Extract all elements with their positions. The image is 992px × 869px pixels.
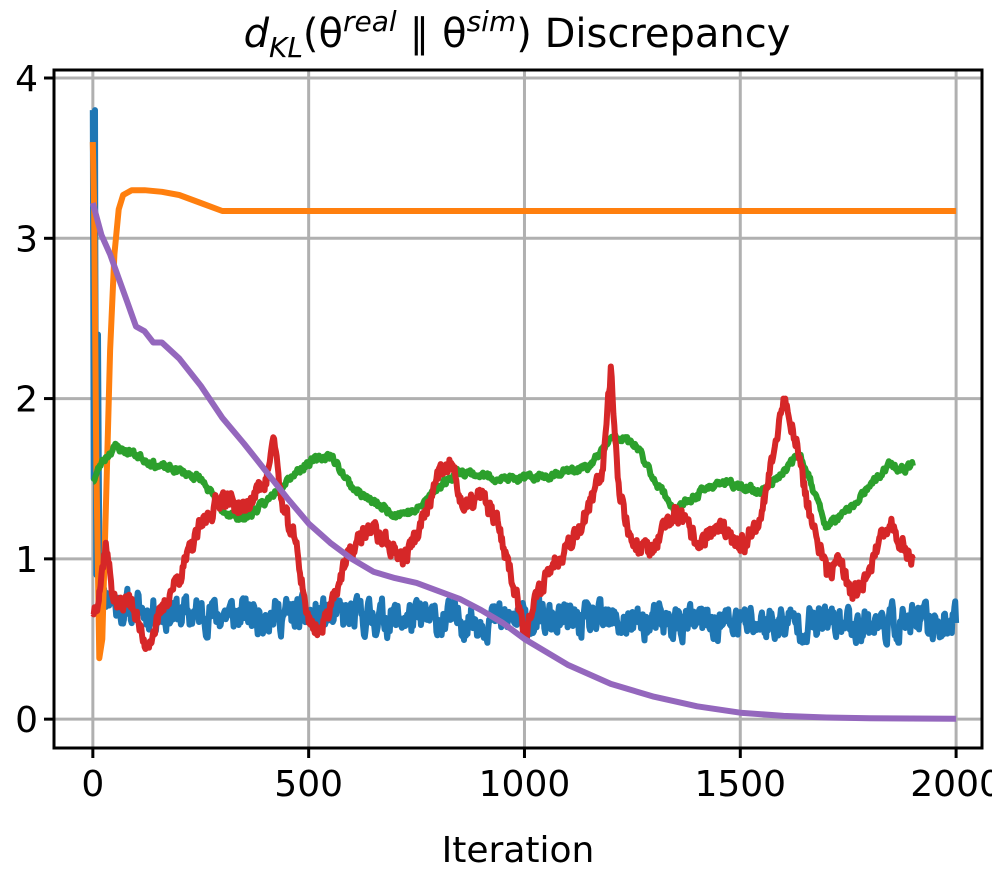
chart-title: dKL(θreal ∥ θsim) Discrepancy bbox=[244, 5, 791, 64]
y-tick-label: 0 bbox=[15, 700, 38, 741]
y-tick-label: 4 bbox=[15, 59, 38, 100]
x-tick-label: 1000 bbox=[479, 764, 571, 805]
x-tick-label: 2000 bbox=[910, 764, 992, 805]
series-line-5 bbox=[89, 202, 957, 722]
series-line-1 bbox=[89, 107, 960, 648]
x-axis-label: Iteration bbox=[442, 830, 595, 869]
y-tick-label: 1 bbox=[15, 540, 38, 581]
y-tick-label: 3 bbox=[15, 219, 38, 260]
x-tick-label: 0 bbox=[81, 764, 104, 805]
x-tick-label: 1500 bbox=[694, 764, 786, 805]
series-line-4 bbox=[90, 363, 916, 652]
plot-area-frame bbox=[52, 68, 984, 750]
y-tick-label: 2 bbox=[15, 380, 38, 421]
series-line-2 bbox=[89, 142, 957, 662]
grid bbox=[54, 70, 982, 748]
x-tick-label: 500 bbox=[274, 764, 343, 805]
axis-ticks: 0 500 1000 1500 2000 0 1 2 3 4 bbox=[15, 59, 992, 805]
series-layer bbox=[89, 107, 960, 722]
series-line-3 bbox=[90, 431, 916, 531]
